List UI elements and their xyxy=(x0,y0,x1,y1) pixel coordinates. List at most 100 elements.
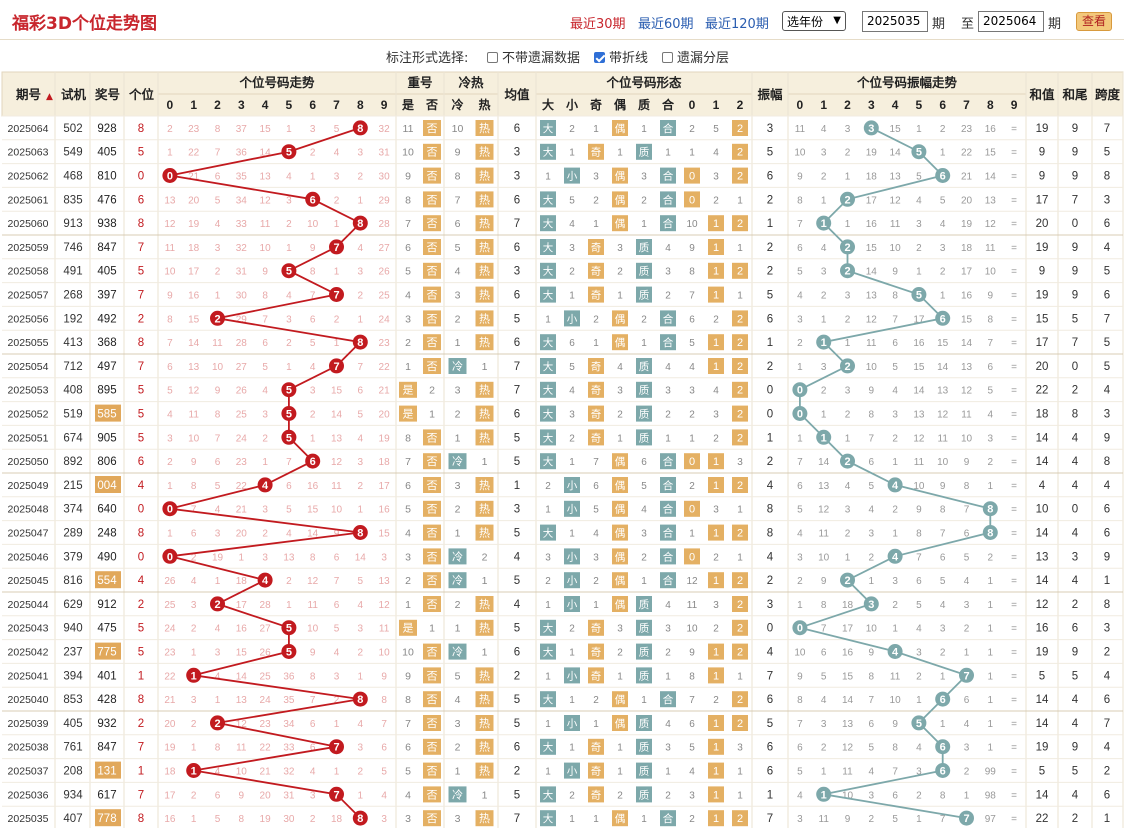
trend-missing: 33 xyxy=(236,219,248,230)
shape-badge xyxy=(660,524,676,541)
shape-label: 合 xyxy=(663,574,674,587)
trend-missing: 4 xyxy=(215,671,221,682)
trend-missing: 30 xyxy=(379,172,391,183)
shape-label: 质 xyxy=(639,623,650,635)
checkbox-icon[interactable] xyxy=(487,52,498,63)
repeat-missing: 7 xyxy=(405,718,411,730)
shape-badge xyxy=(636,738,652,755)
recent-30-link[interactable]: 最近30期 xyxy=(570,17,626,32)
sub-ampdigit-5: 5 xyxy=(916,98,923,112)
to-issue-input[interactable]: 2025064 xyxy=(978,11,1044,32)
hot-badge xyxy=(475,691,494,708)
avg-cell: 6 xyxy=(514,742,520,754)
trend-missing: 8 xyxy=(239,814,245,825)
repeat-badge xyxy=(423,477,441,493)
shape-missing: 6 xyxy=(569,338,575,349)
amptrend-missing: 10 xyxy=(866,362,878,373)
repeat-missing: 6 xyxy=(405,480,411,492)
sum-cell: 14 xyxy=(1036,789,1049,801)
issue-cell: 2025039 xyxy=(8,718,49,730)
amptrend-missing: 3 xyxy=(797,552,803,563)
shape-missing: 1 xyxy=(593,338,599,349)
from-issue-input[interactable]: 2025035 xyxy=(862,11,928,32)
shape-label: 合 xyxy=(663,812,674,825)
amptrend-missing: 14 xyxy=(866,267,878,278)
trend-missing: 17 xyxy=(188,267,200,278)
trend-missing: 6 xyxy=(310,719,316,730)
repeat-label: 否 xyxy=(427,242,438,254)
trial-cell: 835 xyxy=(63,194,82,206)
amptrend-missing: 23 xyxy=(961,124,973,135)
shape-badge xyxy=(636,619,652,636)
shape-missing: 6 xyxy=(689,719,695,730)
repeat-badge xyxy=(423,120,441,136)
trend-missing: 4 xyxy=(215,624,221,635)
trend-missing: 3 xyxy=(334,172,340,183)
avg-cell: 5 xyxy=(514,789,520,801)
route-label: 2 xyxy=(737,361,743,373)
query-button[interactable]: 查看 xyxy=(1076,12,1112,31)
amptrend-missing: 15 xyxy=(937,338,949,349)
avg-cell: 5 xyxy=(514,456,520,468)
recent-120-link[interactable]: 最近120期 xyxy=(705,17,769,32)
trend-missing: 6 xyxy=(167,362,173,373)
trend-missing: 20 xyxy=(164,719,176,730)
hotcold-missing: 9 xyxy=(455,147,461,159)
repeat-label: 否 xyxy=(427,551,438,563)
shape-missing: 1 xyxy=(545,671,551,682)
hot-badge xyxy=(475,381,494,398)
option-polyline[interactable]: 带折线 xyxy=(594,47,648,66)
amptrend-missing: 2 xyxy=(964,767,970,778)
hotcold-missing: 1 xyxy=(482,575,488,587)
shape-badge xyxy=(588,405,604,422)
shape-missing: 3 xyxy=(593,172,599,183)
amp-ball-label: 1 xyxy=(821,218,827,230)
unit-cell: 7 xyxy=(138,742,144,754)
trend-missing: 8 xyxy=(381,695,387,706)
checkbox-icon[interactable] xyxy=(662,52,673,63)
option-no-missing[interactable]: 不带遗漏数据 xyxy=(487,47,580,66)
trend-missing: 5 xyxy=(262,362,268,373)
hot-label: 热 xyxy=(479,241,490,254)
recent-60-link[interactable]: 最近60期 xyxy=(638,17,694,32)
trend-missing: 1 xyxy=(334,767,340,778)
year-select[interactable]: 选年份 ▼ xyxy=(782,11,846,31)
trend-missing: 2 xyxy=(215,267,221,278)
amptrend-missing: = xyxy=(1011,457,1017,468)
repeat-badge xyxy=(423,334,441,351)
shape-missing: 1 xyxy=(569,148,575,159)
unit-ball xyxy=(305,453,321,469)
tail-cell: 2 xyxy=(1072,813,1078,825)
sub-digit-1: 1 xyxy=(190,98,197,112)
unit-ball xyxy=(210,310,225,326)
shape-missing: 1 xyxy=(665,148,671,159)
trend-missing: 22 xyxy=(236,481,248,492)
shape-missing: 4 xyxy=(689,362,695,373)
span-cell: 4 xyxy=(1104,480,1111,492)
option-missing-layer[interactable]: 遗漏分层 xyxy=(662,47,729,66)
shape-missing: 3 xyxy=(665,267,671,278)
amp-ball-label: 6 xyxy=(940,694,946,706)
prize-cell: 397 xyxy=(97,290,116,302)
sort-icon[interactable]: ▲ xyxy=(46,92,53,102)
trend-missing: 11 xyxy=(165,243,176,254)
shape-missing: 1 xyxy=(545,172,551,183)
shape-badge xyxy=(612,572,628,589)
amptrend-missing: 16 xyxy=(842,648,854,659)
trend-missing: 2 xyxy=(358,172,364,183)
shape-label: 大 xyxy=(543,241,554,254)
sum-cell: 22 xyxy=(1036,385,1049,397)
trend-missing: 34 xyxy=(283,719,295,730)
shape-label: 质 xyxy=(639,361,650,373)
hot-label: 热 xyxy=(479,741,490,754)
amp-ball-label: 3 xyxy=(868,599,874,611)
shape-missing: 1 xyxy=(593,124,599,135)
trend-missing: 3 xyxy=(262,552,268,563)
trend-missing: 8 xyxy=(215,124,221,135)
amptrend-missing: 1 xyxy=(892,529,898,540)
unit-ball-label: 2 xyxy=(214,313,220,325)
span-cell: 6 xyxy=(1104,789,1110,801)
hotcold-missing: 1 xyxy=(482,456,488,468)
shape-missing: 2 xyxy=(665,790,671,801)
checkbox-checked-icon[interactable] xyxy=(594,52,605,63)
